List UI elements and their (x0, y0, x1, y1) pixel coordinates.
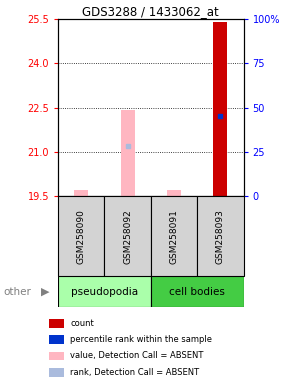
Text: GSM258092: GSM258092 (123, 209, 132, 263)
Text: GSM258093: GSM258093 (216, 209, 225, 263)
Bar (58, 196, 104, 276)
Bar (151, 196, 197, 276)
Text: count: count (70, 319, 94, 328)
Text: ▶: ▶ (41, 287, 49, 297)
Bar (49, 336, 64, 344)
Bar (49, 368, 64, 377)
Text: other: other (3, 287, 31, 297)
Text: cell bodies: cell bodies (169, 287, 225, 297)
Bar (121, 111, 135, 196)
Text: pseudopodia: pseudopodia (71, 287, 138, 297)
Title: GDS3288 / 1433062_at: GDS3288 / 1433062_at (82, 5, 219, 18)
Bar (151, 276, 244, 307)
Bar (104, 196, 151, 276)
Bar (58, 276, 151, 307)
Text: rank, Detection Call = ABSENT: rank, Detection Call = ABSENT (70, 367, 199, 376)
Text: percentile rank within the sample: percentile rank within the sample (70, 335, 212, 344)
Bar (197, 196, 244, 276)
Bar (49, 352, 64, 360)
Text: GSM258091: GSM258091 (169, 209, 179, 263)
Text: GSM258090: GSM258090 (77, 209, 86, 263)
Bar (49, 319, 64, 328)
Bar (167, 190, 181, 196)
Bar (74, 190, 88, 196)
Bar (213, 22, 227, 196)
Text: value, Detection Call = ABSENT: value, Detection Call = ABSENT (70, 351, 204, 360)
